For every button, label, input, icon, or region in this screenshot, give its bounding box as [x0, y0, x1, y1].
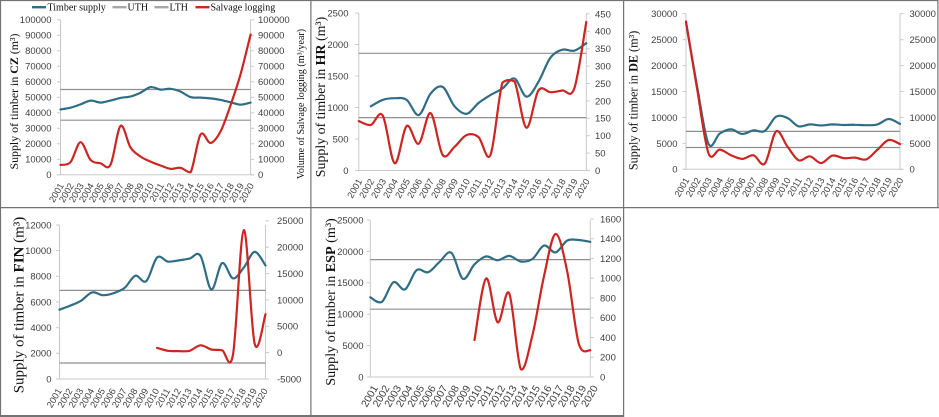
svg-text:500: 500 [333, 134, 349, 145]
svg-text:10000: 10000 [651, 113, 677, 124]
svg-text:350: 350 [595, 44, 611, 55]
svg-text:450: 450 [595, 9, 611, 20]
svg-text:10000: 10000 [25, 155, 51, 166]
svg-text:15000: 15000 [337, 278, 363, 289]
svg-text:5000: 5000 [656, 139, 677, 150]
svg-text:5000: 5000 [910, 139, 931, 150]
svg-text:10000: 10000 [910, 113, 936, 124]
svg-text:50000: 50000 [258, 93, 284, 104]
svg-text:4000: 4000 [30, 323, 51, 334]
svg-text:80000: 80000 [258, 46, 284, 57]
svg-text:80000: 80000 [25, 46, 51, 57]
svg-text:LTH: LTH [170, 3, 189, 14]
svg-text:250: 250 [595, 79, 611, 90]
svg-text:150: 150 [595, 114, 611, 125]
svg-text:25000: 25000 [337, 215, 363, 226]
svg-text:20000: 20000 [25, 139, 51, 150]
svg-text:15000: 15000 [277, 269, 303, 280]
svg-text:-5000: -5000 [277, 374, 301, 385]
svg-text:10000: 10000 [277, 295, 303, 306]
svg-text:0: 0 [277, 348, 282, 359]
svg-text:30000: 30000 [25, 124, 51, 135]
svg-text:600: 600 [600, 313, 616, 324]
svg-text:200: 200 [595, 96, 611, 107]
svg-text:0: 0 [343, 166, 348, 177]
svg-text:UTH: UTH [128, 3, 149, 14]
svg-text:70000: 70000 [258, 62, 284, 73]
svg-text:90000: 90000 [258, 31, 284, 42]
svg-text:20000: 20000 [277, 243, 303, 254]
svg-text:1200: 1200 [600, 254, 621, 265]
svg-text:5000: 5000 [342, 341, 363, 352]
svg-text:0: 0 [672, 165, 677, 176]
svg-text:100000: 100000 [20, 15, 52, 26]
svg-text:2000: 2000 [327, 40, 348, 51]
svg-text:12000: 12000 [25, 220, 51, 231]
svg-text:6000: 6000 [30, 297, 51, 308]
svg-text:30000: 30000 [910, 9, 936, 20]
svg-text:100000: 100000 [258, 15, 290, 26]
svg-text:1000: 1000 [600, 274, 621, 285]
svg-text:40000: 40000 [258, 108, 284, 119]
svg-text:0: 0 [358, 372, 363, 383]
svg-text:25000: 25000 [910, 35, 936, 46]
svg-text:10000: 10000 [337, 310, 363, 321]
svg-text:30000: 30000 [651, 9, 677, 20]
svg-text:50: 50 [595, 149, 606, 160]
svg-text:20000: 20000 [258, 139, 284, 150]
svg-text:1600: 1600 [600, 214, 621, 225]
svg-text:20000: 20000 [910, 61, 936, 72]
svg-text:40000: 40000 [25, 108, 51, 119]
svg-text:0: 0 [46, 374, 51, 385]
svg-text:20000: 20000 [651, 61, 677, 72]
svg-text:Volume of Salvage logging (m³/: Volume of Salvage logging (m³/year) [296, 29, 307, 179]
svg-text:Supply of timber in DE (m³): Supply of timber in DE (m³) [626, 31, 640, 170]
svg-text:10000: 10000 [258, 155, 284, 166]
svg-text:15000: 15000 [910, 87, 936, 98]
svg-text:800: 800 [600, 293, 616, 304]
svg-text:Supply of timber in FIN (m³): Supply of timber in FIN (m³) [12, 217, 28, 394]
svg-text:100: 100 [595, 131, 611, 142]
svg-text:90000: 90000 [25, 31, 51, 42]
svg-text:2000: 2000 [30, 349, 51, 360]
svg-text:Salvage logging: Salvage logging [211, 3, 276, 14]
svg-text:Supply of timber in ESP (m³): Supply of timber in ESP (m³) [323, 218, 339, 386]
svg-text:Supply of timber in CZ (m³): Supply of timber in CZ (m³) [7, 33, 21, 169]
svg-text:60000: 60000 [25, 77, 51, 88]
svg-text:0: 0 [595, 166, 600, 177]
svg-text:0: 0 [600, 372, 605, 383]
svg-text:400: 400 [600, 333, 616, 344]
svg-text:0: 0 [258, 170, 263, 181]
svg-text:20000: 20000 [337, 247, 363, 258]
svg-text:0: 0 [46, 170, 51, 181]
svg-text:Timber supply: Timber supply [48, 3, 106, 14]
svg-text:60000: 60000 [258, 77, 284, 88]
svg-text:30000: 30000 [258, 124, 284, 135]
svg-text:0: 0 [910, 165, 915, 176]
svg-text:Supply of timber in HR (m³): Supply of timber in HR (m³) [314, 16, 329, 177]
svg-text:70000: 70000 [25, 62, 51, 73]
svg-text:200: 200 [600, 353, 616, 364]
svg-text:300: 300 [595, 62, 611, 73]
svg-text:5000: 5000 [277, 322, 298, 333]
svg-text:8000: 8000 [30, 272, 51, 283]
svg-text:10000: 10000 [25, 246, 51, 257]
svg-text:25000: 25000 [277, 216, 303, 227]
svg-text:1500: 1500 [327, 71, 348, 82]
svg-text:25000: 25000 [651, 35, 677, 46]
svg-text:50000: 50000 [25, 93, 51, 104]
svg-text:1400: 1400 [600, 234, 621, 245]
svg-text:400: 400 [595, 27, 611, 38]
svg-text:15000: 15000 [651, 87, 677, 98]
svg-text:1000: 1000 [327, 103, 348, 114]
svg-text:2500: 2500 [327, 8, 348, 19]
